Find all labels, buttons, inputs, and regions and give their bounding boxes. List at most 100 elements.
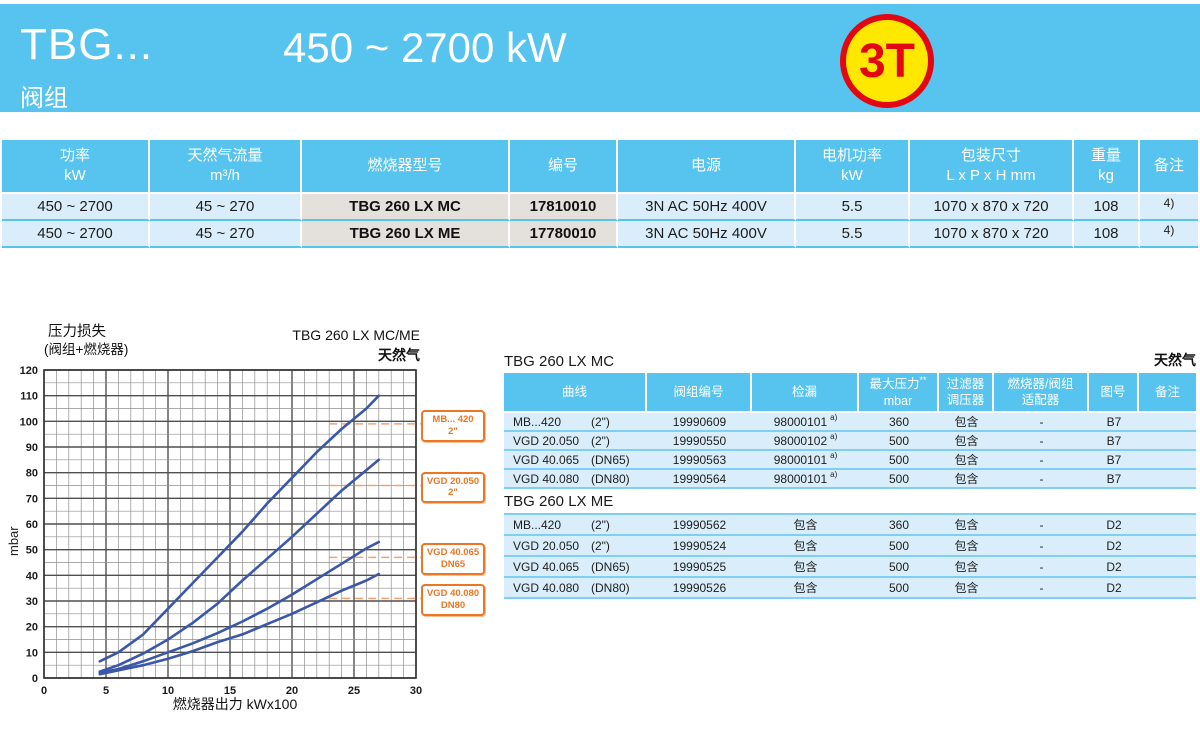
svg-text:100: 100	[20, 416, 38, 428]
cell-adapter: -	[994, 432, 1089, 451]
cell-pmax: 500	[859, 432, 939, 451]
cell-code: 17810010	[510, 194, 618, 221]
cell-filter: 包含	[939, 413, 994, 432]
cell-code: 19990526	[647, 578, 752, 599]
cell-fig: B7	[1089, 413, 1139, 432]
rcol-header-figure: 图号	[1089, 373, 1139, 411]
col-header-code: 编号	[510, 140, 618, 192]
cell-filter: 包含	[939, 451, 994, 470]
cell-adapter: -	[994, 413, 1089, 432]
cell-note	[1139, 557, 1196, 578]
cell-filter: 包含	[939, 432, 994, 451]
cell-curve: VGD 40.065 (DN65)	[504, 557, 647, 578]
cell-code: 19990525	[647, 557, 752, 578]
cell-pack: 1070 x 870 x 720	[910, 221, 1074, 248]
cell-pack: 1070 x 870 x 720	[910, 194, 1074, 221]
svg-text:20: 20	[26, 622, 38, 634]
header-band: TBG... 450 ~ 2700 kW 阀组 3T	[0, 4, 1200, 112]
cell-fig: D2	[1089, 513, 1139, 536]
cell-fig: B7	[1089, 432, 1139, 451]
cell-curve: VGD 20.050 (2")	[504, 432, 647, 451]
cell-model: TBG 260 LX ME	[302, 221, 510, 248]
cell-pmax: 500	[859, 451, 939, 470]
cell-leak: 98000101 a)	[752, 470, 859, 489]
cell-filter: 包含	[939, 557, 994, 578]
cell-code: 19990563	[647, 451, 752, 470]
chart-x-axis-title: 燃烧器出力 kWx100	[172, 696, 298, 712]
me-table: MB...420 (2") 19990562 包含 360 包含 - D2 VGD 20.050…	[504, 513, 1196, 599]
svg-text:40: 40	[26, 570, 38, 582]
cell-leak: 包含	[752, 513, 859, 536]
svg-text:90: 90	[26, 442, 38, 454]
cell-filter: 包含	[939, 513, 994, 536]
cell-adapter: -	[994, 451, 1089, 470]
cell-note	[1139, 536, 1196, 557]
cell-note	[1139, 413, 1196, 432]
col-header-packaging: 包装尺寸 L x P x H mm	[910, 140, 1074, 192]
cell-adapter: -	[994, 536, 1089, 557]
cell-power: 450 ~ 2700	[2, 194, 150, 221]
svg-text:30: 30	[26, 596, 38, 608]
mc-table-title-row: TBG 260 LX MC 天然气	[504, 350, 1196, 370]
cell-code: 19990524	[647, 536, 752, 557]
cell-code: 19990609	[647, 413, 752, 432]
svg-text:5: 5	[103, 685, 109, 697]
col-header-power: 功率 kW	[2, 140, 150, 192]
cell-code: 19990562	[647, 513, 752, 536]
svg-text:0: 0	[41, 685, 47, 697]
svg-text:120: 120	[20, 365, 38, 377]
product-series-title: TBG...	[20, 20, 154, 69]
cell-fig: B7	[1089, 451, 1139, 470]
svg-text:15: 15	[224, 685, 236, 697]
3t-badge-icon: 3T	[840, 14, 934, 108]
rcol-header-adapter: 燃烧器/阀组 适配器	[994, 373, 1089, 411]
cell-curve: VGD 40.080 (DN80)	[504, 470, 647, 489]
svg-text:70: 70	[26, 493, 38, 505]
svg-text:10: 10	[26, 647, 38, 659]
cell-motor: 5.5	[796, 194, 910, 221]
cell-fig: D2	[1089, 536, 1139, 557]
cell-model: TBG 260 LX MC	[302, 194, 510, 221]
cell-weight: 108	[1074, 194, 1140, 221]
svg-text:30: 30	[410, 685, 422, 697]
rcol-header-max-pressure: 最大压力** mbar	[859, 373, 939, 411]
svg-text:25: 25	[348, 685, 360, 697]
col-header-note: 备注	[1140, 140, 1198, 192]
cell-note	[1139, 470, 1196, 489]
main-spec-table: 功率 kW 天然气流量 m³/h 燃烧器型号 编号 电源 电机功率 kW 包装尺寸 L …	[2, 140, 1198, 248]
cell-filter: 包含	[939, 536, 994, 557]
cell-note: 4)	[1140, 194, 1198, 221]
chart-title-pressure-loss: 压力损失	[48, 324, 106, 340]
cell-leak: 98000101 a)	[752, 451, 859, 470]
cell-curve: VGD 20.050 (2")	[504, 536, 647, 557]
mc-table-title: TBG 260 LX MC	[504, 353, 615, 370]
svg-text:0: 0	[32, 673, 38, 685]
mc-table: 曲线 阀组编号 检漏 最大压力** mbar 过滤器 调压器 燃烧器/阀组 适配器 图…	[504, 373, 1196, 489]
cell-note: 4)	[1140, 221, 1198, 248]
cell-flow: 45 ~ 270	[150, 194, 302, 221]
cell-adapter: -	[994, 578, 1089, 599]
cell-pmax: 500	[859, 470, 939, 489]
svg-text:50: 50	[26, 545, 38, 557]
cell-pmax: 360	[859, 513, 939, 536]
me-table-title: TBG 260 LX ME	[504, 493, 614, 510]
col-header-burner-model: 燃烧器型号	[302, 140, 510, 192]
cell-supply: 3N AC 50Hz 400V	[618, 221, 796, 248]
cell-filter: 包含	[939, 578, 994, 599]
cell-leak: 包含	[752, 536, 859, 557]
cell-code: 19990564	[647, 470, 752, 489]
col-header-supply: 电源	[618, 140, 796, 192]
valve-group-tables: TBG 260 LX MC 天然气 曲线 阀组编号 检漏 最大压力** mbar …	[504, 350, 1196, 599]
cell-filter: 包含	[939, 470, 994, 489]
cell-curve: MB...420 (2")	[504, 413, 647, 432]
cell-weight: 108	[1074, 221, 1140, 248]
cell-code: 19990550	[647, 432, 752, 451]
cell-adapter: -	[994, 513, 1089, 536]
cell-pmax: 360	[859, 413, 939, 432]
col-header-motor-power: 电机功率 kW	[796, 140, 910, 192]
chart-gas-label: 天然气	[378, 347, 420, 363]
cell-fig: B7	[1089, 470, 1139, 489]
cell-curve: VGD 40.065 (DN65)	[504, 451, 647, 470]
cell-leak: 包含	[752, 557, 859, 578]
rcol-header-curve: 曲线	[504, 373, 647, 411]
